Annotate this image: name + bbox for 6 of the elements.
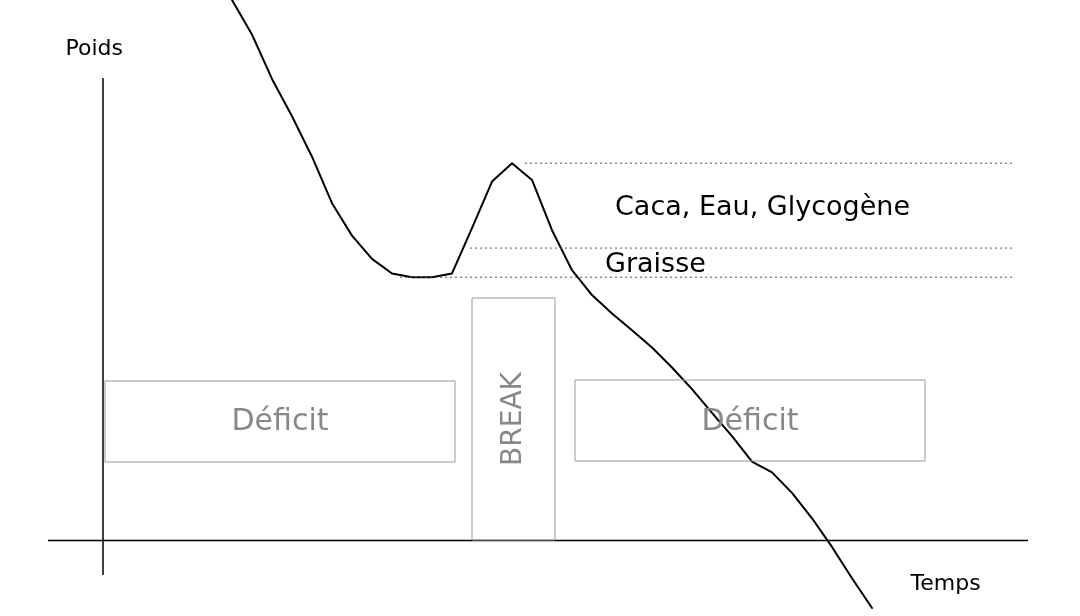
annotation: Déficit <box>231 402 329 437</box>
y-axis-title: Poids <box>65 34 123 60</box>
annotation: Graisse <box>605 247 706 278</box>
x-axis-title: Temps <box>909 569 981 595</box>
annotation: Caca, Eau, Glycogène <box>615 190 911 221</box>
annotation: BREAK <box>495 371 528 466</box>
